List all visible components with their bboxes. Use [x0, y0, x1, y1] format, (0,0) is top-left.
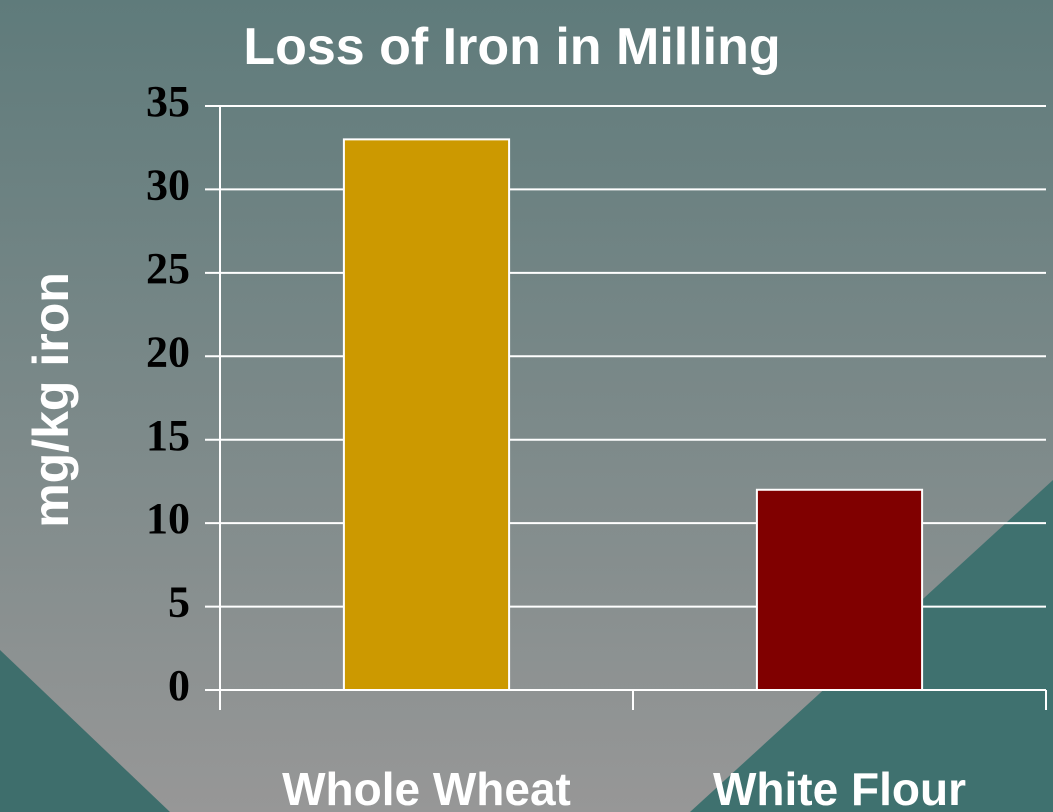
y-tick-label: 10 [146, 494, 190, 543]
y-tick-label: 5 [168, 578, 190, 627]
y-tick-label: 25 [146, 244, 190, 293]
y-tick-label: 0 [168, 661, 190, 710]
y-tick-label: 20 [146, 327, 190, 376]
bar [755, 488, 924, 691]
y-tick-label: 35 [146, 77, 190, 126]
y-tick-label: 15 [146, 411, 190, 460]
chart-title: Loss of Iron in Milling [243, 18, 780, 76]
y-tick-label: 30 [146, 161, 190, 210]
x-tick-label: Whole Wheat [282, 763, 571, 812]
bar [342, 138, 511, 692]
x-tick-label: White Flour [713, 763, 966, 812]
background-shape [0, 650, 170, 812]
y-axis-label: mg/kg iron [23, 272, 79, 528]
